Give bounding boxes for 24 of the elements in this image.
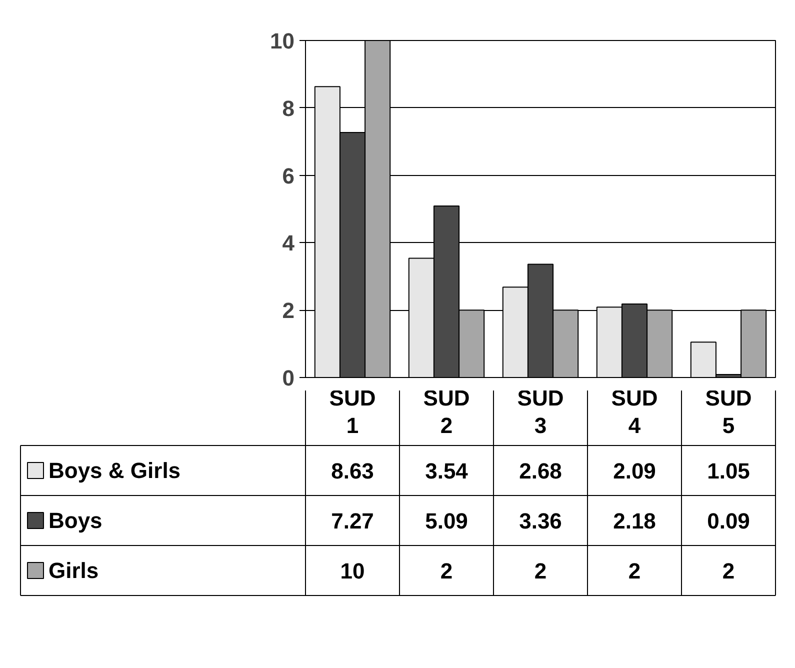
y-tick-label: 6 — [282, 163, 295, 188]
y-tick-label: 2 — [282, 298, 295, 324]
data-label: 2.18 — [613, 508, 656, 534]
data-label: 2 — [534, 558, 547, 584]
y-tick-label: 0 — [282, 366, 295, 390]
data-label: 2 — [628, 558, 641, 584]
data-label: 2.09 — [613, 458, 656, 484]
data-label: 5.09 — [425, 508, 468, 534]
data-label: 10 — [340, 558, 365, 584]
y-tick-label: 10 — [270, 28, 295, 54]
legend-label: Boys — [48, 508, 102, 533]
data-label: 3.54 — [425, 458, 469, 484]
data-label: 3.36 — [519, 508, 562, 534]
legend-label: Girls — [48, 558, 99, 583]
data-label: 2.68 — [519, 458, 562, 484]
data-label: 7.27 — [331, 508, 374, 534]
data-label: 2 — [722, 558, 735, 584]
y-tick-label: 8 — [282, 96, 295, 121]
legend-label: Boys & Girls — [48, 458, 181, 483]
data-label: 1.05 — [707, 458, 750, 484]
data-label: 8.63 — [331, 458, 374, 484]
data-label: 0.09 — [707, 508, 750, 534]
data-label: 2 — [440, 558, 453, 584]
y-tick-label: 4 — [282, 230, 296, 256]
